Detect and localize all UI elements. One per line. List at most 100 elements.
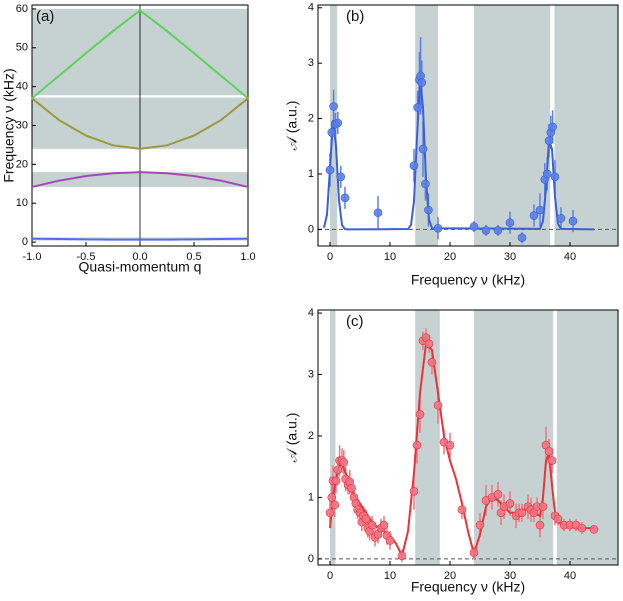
data-point bbox=[333, 465, 343, 475]
data-point bbox=[424, 339, 434, 349]
x-tick-label: 40 bbox=[564, 570, 576, 582]
x-axis-label: Quasi-momentum q bbox=[79, 259, 202, 275]
data-point bbox=[415, 410, 425, 419]
x-tick-label: 1.0 bbox=[240, 251, 255, 263]
data-point bbox=[379, 520, 389, 530]
data-point bbox=[529, 211, 539, 220]
data-point bbox=[427, 357, 437, 367]
data-point bbox=[577, 523, 587, 533]
data-point bbox=[336, 172, 346, 182]
data-point bbox=[481, 226, 491, 235]
data-point bbox=[385, 536, 395, 545]
data-point bbox=[367, 520, 377, 530]
x-tick-label: 20 bbox=[444, 570, 456, 582]
data-point bbox=[417, 78, 427, 87]
y-tick-label: 3 bbox=[308, 368, 314, 380]
y-tick-label: 3 bbox=[308, 57, 314, 69]
data-point bbox=[347, 483, 356, 493]
x-tick-label: 30 bbox=[504, 570, 516, 582]
y-tick-label: 10 bbox=[16, 197, 28, 209]
band-curve bbox=[31, 97, 249, 150]
data-point bbox=[325, 165, 335, 175]
band-curve bbox=[31, 9, 249, 100]
shaded-band bbox=[330, 310, 336, 565]
y-tick-label: 1 bbox=[308, 491, 314, 503]
shaded-band bbox=[474, 5, 551, 246]
data-point bbox=[412, 440, 422, 450]
data-point bbox=[544, 447, 554, 456]
data-point bbox=[457, 505, 467, 514]
y-tick-label: 0 bbox=[308, 223, 314, 235]
data-point bbox=[538, 502, 548, 511]
x-tick-label: 0 bbox=[327, 570, 333, 582]
data-point bbox=[327, 493, 337, 502]
data-point bbox=[445, 440, 455, 450]
y-axis-label: 𝒜 (a.u.) bbox=[284, 413, 300, 463]
data-point bbox=[327, 128, 337, 137]
data-point bbox=[325, 508, 335, 518]
fit-line bbox=[323, 79, 595, 231]
data-point bbox=[330, 500, 340, 510]
data-point bbox=[475, 520, 485, 530]
y-tick-label: 0 bbox=[22, 236, 28, 248]
y-tick-label: 2 bbox=[308, 112, 314, 124]
panel-label: (c) bbox=[346, 313, 364, 330]
x-tick-label: 10 bbox=[384, 251, 396, 263]
data-point bbox=[548, 122, 557, 132]
data-point bbox=[535, 520, 545, 530]
band-curve bbox=[31, 171, 249, 188]
data-point bbox=[397, 551, 407, 561]
data-point bbox=[542, 169, 552, 179]
shaded-band bbox=[415, 310, 440, 565]
data-point bbox=[469, 222, 479, 231]
data-point bbox=[547, 456, 557, 465]
x-axis-label: Frequency ν (kHz) bbox=[411, 272, 525, 288]
x-tick-label: 0.0 bbox=[132, 251, 147, 263]
data-point bbox=[424, 205, 433, 215]
plot-frame bbox=[317, 309, 619, 566]
data-point bbox=[505, 499, 515, 508]
band-curve bbox=[31, 237, 249, 241]
data-point bbox=[556, 213, 566, 223]
panel-label: (a) bbox=[36, 8, 54, 25]
data-point bbox=[469, 548, 479, 558]
y-tick-label: 60 bbox=[16, 3, 28, 15]
x-tick-label: 20 bbox=[444, 251, 456, 263]
data-point bbox=[535, 205, 545, 215]
data-point bbox=[433, 400, 443, 410]
x-tick-label: 40 bbox=[564, 251, 576, 263]
data-point bbox=[373, 208, 383, 218]
data-point bbox=[517, 233, 527, 242]
y-tick-label: 1 bbox=[308, 168, 314, 180]
data-point bbox=[409, 486, 419, 496]
y-tick-label: 30 bbox=[16, 119, 28, 131]
x-tick-label: -1.0 bbox=[23, 251, 42, 263]
data-point bbox=[568, 216, 578, 226]
data-point bbox=[553, 514, 563, 524]
y-tick-label: 4 bbox=[308, 307, 314, 319]
data-point bbox=[589, 525, 599, 534]
x-tick-label: 30 bbox=[504, 251, 516, 263]
y-axis-label: Frequency ν (kHz) bbox=[1, 68, 17, 182]
data-point bbox=[550, 172, 560, 182]
y-tick-label: 40 bbox=[16, 81, 28, 93]
y-tick-label: 4 bbox=[308, 2, 314, 14]
y-tick-label: 0 bbox=[308, 553, 314, 565]
y-tick-label: 20 bbox=[16, 158, 28, 170]
data-point bbox=[331, 476, 341, 486]
y-axis-label: 𝒜 (a.u.) bbox=[284, 101, 300, 151]
y-tick-label: 2 bbox=[308, 430, 314, 442]
x-axis-label: Frequency ν (kHz) bbox=[411, 579, 525, 595]
data-point bbox=[329, 102, 338, 111]
x-tick-label: -0.5 bbox=[77, 251, 96, 263]
x-tick-label: 0.5 bbox=[186, 251, 201, 263]
fit-line bbox=[329, 341, 594, 559]
data-point bbox=[409, 161, 419, 170]
data-point bbox=[493, 490, 503, 499]
data-point bbox=[544, 136, 554, 146]
data-point bbox=[418, 144, 428, 154]
data-point bbox=[505, 218, 515, 228]
plot-frame bbox=[317, 4, 619, 247]
